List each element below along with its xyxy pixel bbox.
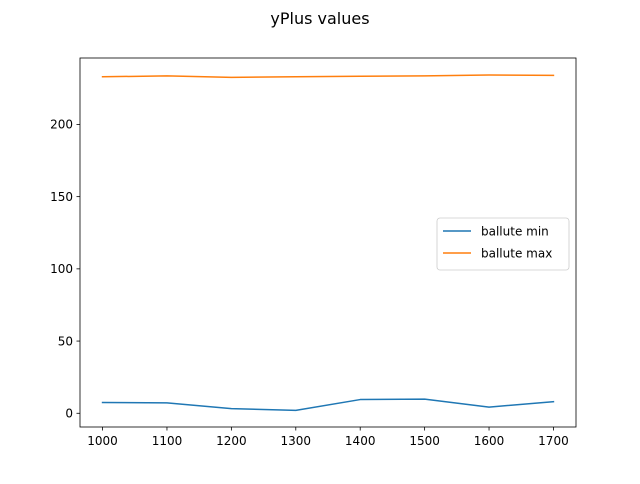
series-line-1 xyxy=(101,74,555,79)
y-tick-label-1: 50 xyxy=(58,334,73,348)
axes-frame xyxy=(79,57,577,428)
y-tick-label-0: 0 xyxy=(65,407,73,421)
x-tick-label-2: 1200 xyxy=(216,434,247,448)
y-tick-label-2: 100 xyxy=(50,262,73,276)
x-tick-label-6: 1600 xyxy=(474,434,505,448)
plot-area xyxy=(101,74,555,412)
legend: ballute min ballute max xyxy=(436,217,570,271)
x-tick-label-1: 1100 xyxy=(152,434,183,448)
legend-label-1: ballute max xyxy=(481,246,552,260)
x-tick-label-4: 1400 xyxy=(345,434,376,448)
x-tick-label-7: 1700 xyxy=(538,434,569,448)
axes: 1000 1100 1200 1300 1400 1500 1600 1700 0 50 100 15… xyxy=(50,57,577,448)
legend-label-0: ballute min xyxy=(481,224,549,238)
y-tick-label-4: 200 xyxy=(50,118,73,132)
y-tick-label-3: 150 xyxy=(50,190,73,204)
series-line-0 xyxy=(101,398,555,412)
x-tick-label-3: 1300 xyxy=(281,434,312,448)
x-tick-label-5: 1500 xyxy=(409,434,440,448)
x-tick-label-0: 1000 xyxy=(87,434,118,448)
chart-title: yPlus values xyxy=(270,9,369,28)
